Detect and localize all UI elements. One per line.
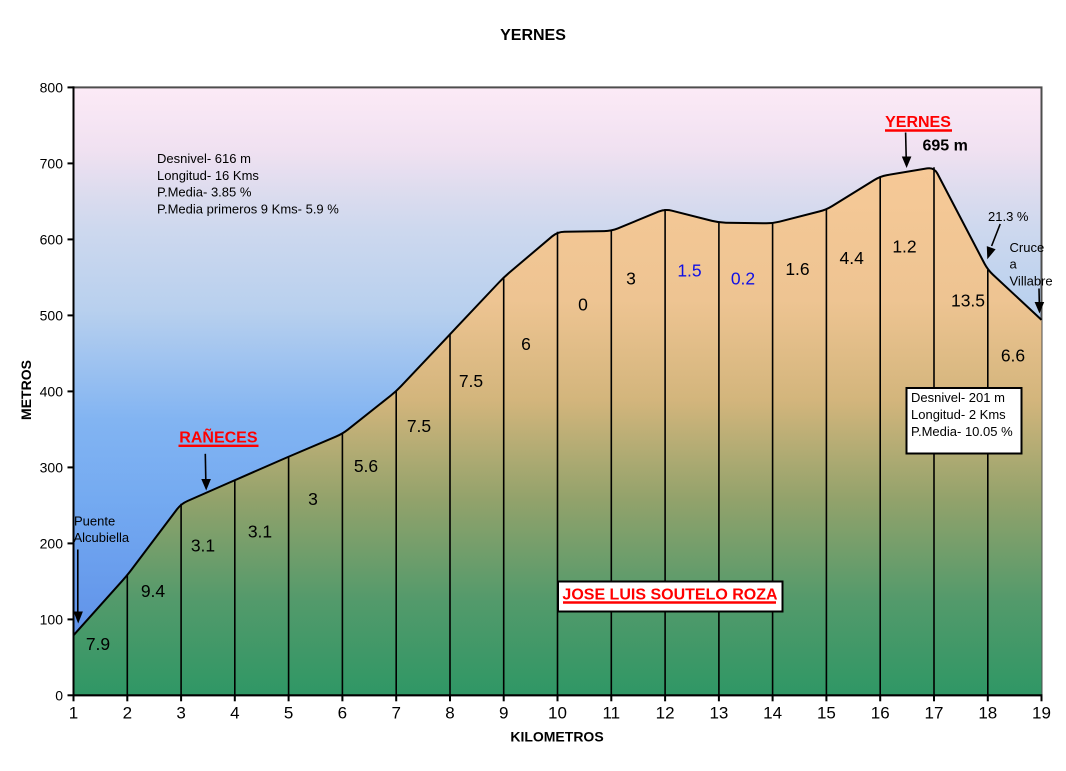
- svg-text:0: 0: [578, 295, 588, 315]
- svg-text:300: 300: [40, 459, 64, 475]
- svg-text:6.6: 6.6: [1001, 346, 1025, 366]
- svg-text:10: 10: [548, 704, 567, 723]
- svg-text:YERNES: YERNES: [500, 27, 566, 44]
- svg-text:7: 7: [391, 704, 400, 723]
- svg-text:13: 13: [709, 704, 728, 723]
- svg-text:1: 1: [69, 704, 78, 723]
- svg-text:18: 18: [978, 704, 997, 723]
- svg-text:2: 2: [123, 704, 132, 723]
- svg-text:17: 17: [925, 704, 944, 723]
- svg-text:3: 3: [176, 704, 185, 723]
- svg-text:Desnivel- 201 m: Desnivel- 201 m: [911, 390, 1005, 405]
- svg-text:5.6: 5.6: [354, 456, 378, 476]
- svg-text:6: 6: [521, 334, 531, 354]
- svg-text:METROS: METROS: [18, 360, 34, 420]
- svg-text:5: 5: [284, 704, 293, 723]
- svg-text:3.1: 3.1: [248, 522, 272, 542]
- svg-text:1.5: 1.5: [677, 261, 701, 281]
- svg-text:Villabre: Villabre: [1010, 274, 1053, 289]
- svg-text:14: 14: [763, 704, 782, 723]
- svg-text:13.5: 13.5: [951, 291, 985, 311]
- svg-text:400: 400: [40, 383, 64, 399]
- svg-text:P.Media primeros 9 Kms- 5.9 %: P.Media primeros 9 Kms- 5.9 %: [157, 201, 339, 216]
- svg-text:RAÑECES: RAÑECES: [179, 427, 258, 447]
- svg-text:4.4: 4.4: [840, 248, 865, 268]
- svg-text:800: 800: [40, 79, 64, 95]
- svg-text:19: 19: [1032, 704, 1051, 723]
- svg-text:JOSE LUIS SOUTELO ROZA: JOSE LUIS SOUTELO ROZA: [562, 587, 778, 604]
- svg-text:21.3 %: 21.3 %: [988, 209, 1029, 224]
- svg-text:600: 600: [40, 231, 64, 247]
- svg-text:500: 500: [40, 307, 64, 323]
- svg-text:0: 0: [55, 687, 63, 703]
- svg-text:695 m: 695 m: [923, 138, 968, 155]
- svg-text:7.5: 7.5: [459, 371, 483, 391]
- svg-text:Longitud- 16 Kms: Longitud- 16 Kms: [157, 168, 259, 183]
- svg-text:3.1: 3.1: [191, 536, 215, 556]
- svg-text:Puente: Puente: [74, 514, 115, 529]
- svg-text:7.5: 7.5: [407, 416, 431, 436]
- svg-text:8: 8: [445, 704, 454, 723]
- svg-text:Desnivel- 616 m: Desnivel- 616 m: [157, 151, 251, 166]
- svg-text:6: 6: [338, 704, 347, 723]
- svg-text:9: 9: [499, 704, 508, 723]
- svg-text:700: 700: [40, 155, 64, 171]
- svg-text:P.Media- 3.85 %: P.Media- 3.85 %: [157, 185, 252, 200]
- svg-text:a: a: [1010, 257, 1018, 272]
- svg-text:100: 100: [40, 611, 64, 627]
- svg-text:0.2: 0.2: [731, 269, 755, 289]
- svg-text:3: 3: [626, 269, 636, 289]
- svg-text:Cruce: Cruce: [1010, 240, 1045, 255]
- svg-text:12: 12: [656, 704, 675, 723]
- svg-text:1.6: 1.6: [785, 259, 809, 279]
- svg-text:Alcubiella: Alcubiella: [74, 530, 130, 545]
- svg-text:1.2: 1.2: [892, 237, 916, 257]
- svg-text:15: 15: [817, 704, 836, 723]
- svg-text:Longitud- 2 Kms: Longitud- 2 Kms: [911, 407, 1006, 422]
- svg-text:11: 11: [602, 704, 620, 723]
- svg-text:4: 4: [230, 704, 239, 723]
- svg-text:7.9: 7.9: [86, 634, 110, 654]
- svg-text:200: 200: [40, 535, 64, 551]
- svg-text:YERNES: YERNES: [885, 114, 951, 131]
- svg-text:16: 16: [871, 704, 890, 723]
- svg-text:KILOMETROS: KILOMETROS: [510, 729, 603, 745]
- svg-text:3: 3: [308, 489, 318, 509]
- svg-text:9.4: 9.4: [141, 581, 166, 601]
- svg-text:P.Media- 10.05 %: P.Media- 10.05 %: [911, 424, 1013, 439]
